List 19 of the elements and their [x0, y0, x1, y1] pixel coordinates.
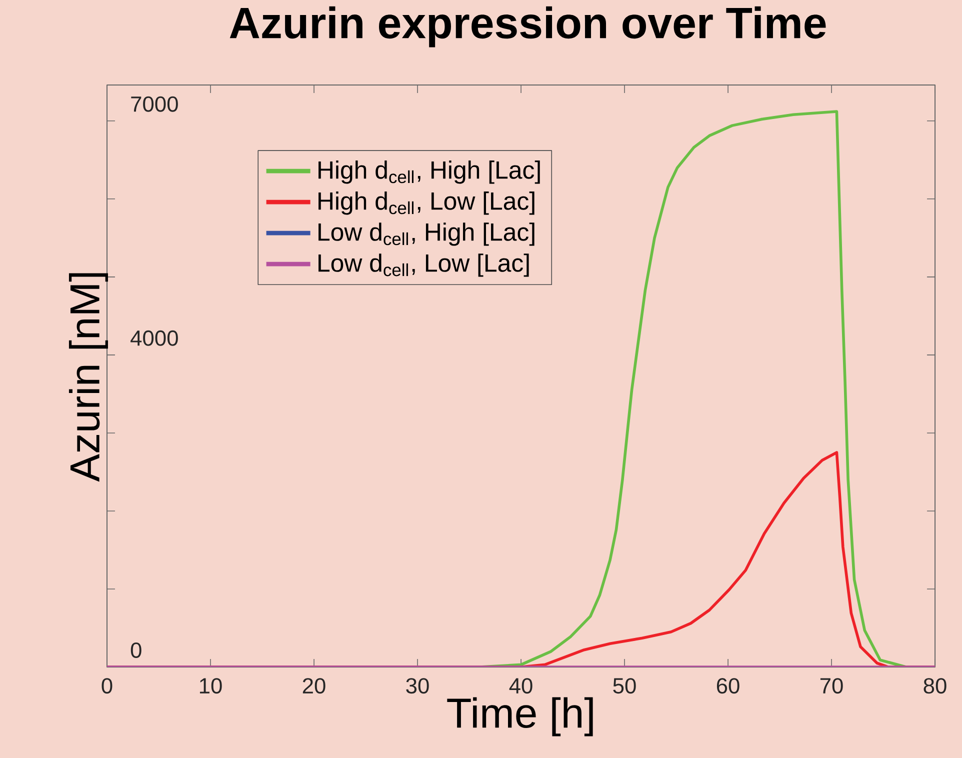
y-tick-label: 4000 — [130, 330, 178, 346]
y-axis-title: Azurin [nM] — [68, 273, 108, 482]
chart-title: Azurin expression over Time — [230, 6, 826, 48]
x-tick-label: 70 — [820, 678, 843, 694]
x-tick-label: 40 — [509, 678, 532, 694]
x-tick-label: 60 — [716, 678, 740, 694]
x-tick-label: 80 — [924, 678, 946, 694]
legend-label: High d$_{cell}$, High [Lac] — [318, 160, 540, 184]
legend-label: High d$_{cell}$, Low [Lac] — [318, 192, 534, 215]
x-tick-label: 30 — [406, 678, 429, 694]
x-tick-label: 0 — [102, 678, 112, 694]
y-tick-label: 0 — [130, 642, 142, 658]
x-axis-title: Time [h] — [447, 697, 593, 736]
legend-label: Low d$_{cell}$, Low [Lac] — [318, 254, 529, 277]
y-tick-label: 7000 — [131, 96, 178, 112]
x-tick-label: 10 — [200, 678, 222, 694]
x-tick-label: 50 — [613, 678, 636, 694]
legend-label: Low d$_{cell}$, High [Lac] — [318, 222, 534, 246]
x-tick-label: 20 — [302, 678, 326, 694]
